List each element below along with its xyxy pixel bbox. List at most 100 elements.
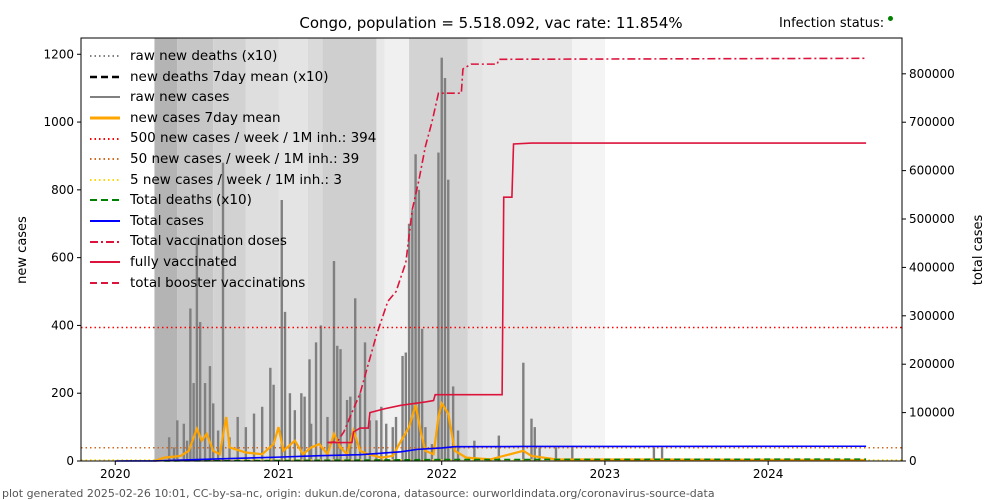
raw-cases-bar xyxy=(437,152,440,461)
legend-label: Total vaccination doses xyxy=(130,233,287,250)
y2-tick-label: 600000 xyxy=(909,164,955,178)
raw-cases-bar xyxy=(358,393,362,461)
raw-cases-bar xyxy=(554,447,558,461)
raw-cases-bar xyxy=(660,447,664,461)
x-tick-label: 2020 xyxy=(100,467,131,481)
raw-cases-bar xyxy=(530,418,533,461)
legend-swatch-icon xyxy=(90,281,120,284)
legend-entry: Total vaccination doses xyxy=(86,231,376,252)
infection-status-label: Infection status: xyxy=(779,16,885,31)
raw-cases-bar xyxy=(473,440,476,461)
raw-cases-bar xyxy=(314,342,318,461)
legend-swatch-icon xyxy=(90,158,120,161)
raw-cases-bar xyxy=(363,342,367,461)
raw-cases-bar xyxy=(212,403,215,461)
raw-cases-bar xyxy=(533,427,536,461)
legend-label: total booster vaccinations xyxy=(130,274,306,291)
plot-frame xyxy=(80,37,903,462)
infection-band xyxy=(572,38,605,461)
y2-tick-label: 200000 xyxy=(909,357,955,371)
infection-status: Infection status: xyxy=(779,16,894,31)
raw-cases-bar xyxy=(228,437,231,461)
x-tick-label: 2022 xyxy=(426,467,457,481)
raw-cases-bar xyxy=(288,393,292,461)
infection-band xyxy=(154,38,178,461)
fully-vaccinated-line xyxy=(327,142,867,444)
raw-cases-bar xyxy=(216,430,220,461)
legend-label: 50 new cases / week / 1M inh.: 39 xyxy=(130,150,360,167)
legend-swatch-icon xyxy=(90,75,120,79)
legend-swatch-icon xyxy=(90,199,120,202)
legend-entry: new cases 7day mean xyxy=(86,108,376,129)
raw-cases-bar xyxy=(375,420,378,461)
raw-cases-bar xyxy=(244,427,248,461)
y-axis-label: new cases xyxy=(15,216,30,284)
raw-cases-bar xyxy=(447,179,450,461)
raw-cases-bar xyxy=(456,430,460,461)
legend-entry: Total deaths (x10) xyxy=(86,190,376,211)
legend-swatch-icon xyxy=(90,55,120,58)
x-tick-label: 2024 xyxy=(753,467,784,481)
raw-cases-bar xyxy=(394,416,398,461)
y2-tick-label: 500000 xyxy=(909,212,955,226)
y-tick-label: 1200 xyxy=(43,47,74,61)
total-cases-line xyxy=(115,445,867,462)
raw-cases-bar xyxy=(309,423,313,461)
raw-cases-bar xyxy=(354,298,357,461)
raw-cases-bar xyxy=(252,413,256,461)
raw-cases-bar xyxy=(349,396,352,461)
raw-cases-bar xyxy=(339,349,342,461)
infection-band xyxy=(177,38,214,461)
y2-tick-label: 100000 xyxy=(909,406,955,420)
infection-band xyxy=(213,38,246,461)
legend-entry: new deaths 7day mean (x10) xyxy=(86,67,376,88)
raw-cases-bar xyxy=(380,406,383,461)
raw-cases-bar xyxy=(176,420,179,461)
raw-cases-bar xyxy=(385,423,388,461)
raw-cases-bar xyxy=(407,223,411,461)
raw-cases-bar xyxy=(308,359,311,461)
legend-entry: fully vaccinated xyxy=(86,252,376,273)
raw-cases-bar xyxy=(391,427,394,461)
raw-cases-bar xyxy=(522,362,525,461)
y-tick-label: 0 xyxy=(66,454,74,468)
raw-cases-bar xyxy=(368,420,372,461)
infection-band xyxy=(278,38,308,461)
raw-cases-bar xyxy=(538,447,541,461)
y2-tick-label: 400000 xyxy=(909,260,955,274)
legend-label: new cases 7day mean xyxy=(130,109,281,126)
raw-cases-bar xyxy=(182,423,186,461)
infection-band xyxy=(482,38,573,461)
legend-label: Total deaths (x10) xyxy=(130,192,252,209)
legend-label: new deaths 7day mean (x10) xyxy=(130,68,329,85)
legend-entry: Total cases xyxy=(86,211,376,232)
legend-label: 5 new cases / week / 1M inh.: 3 xyxy=(130,171,342,188)
legend-label: 500 new cases / week / 1M inh.: 394 xyxy=(130,130,377,147)
raw-cases-bar xyxy=(424,427,427,461)
raw-cases-bar xyxy=(192,383,195,461)
legend-swatch-icon xyxy=(90,96,120,99)
raw-cases-bar xyxy=(189,308,192,461)
raw-cases-bar xyxy=(260,406,264,461)
y-tick-label: 600 xyxy=(51,251,74,265)
raw-cases-bar xyxy=(336,345,339,461)
raw-cases-bar xyxy=(167,437,171,461)
raw-cases-bar xyxy=(293,410,297,461)
y2-tick-label: 800000 xyxy=(909,67,955,81)
raw-cases-bar xyxy=(283,311,287,461)
legend-label: Total cases xyxy=(130,212,204,229)
raw-cases-bar xyxy=(198,322,202,461)
legend-swatch-icon xyxy=(90,137,120,140)
y-tick-label: 800 xyxy=(51,183,74,197)
infection-status-dot xyxy=(888,16,894,21)
y-tick-label: 1000 xyxy=(43,115,74,129)
legend-swatch-icon xyxy=(90,178,120,181)
raw-cases-bar xyxy=(319,325,323,461)
legend-swatch-icon xyxy=(90,116,120,120)
total-deaths-line xyxy=(164,458,867,462)
raw-cases-bar xyxy=(417,189,421,461)
y2-tick-label: 0 xyxy=(909,454,917,468)
raw-cases-bar xyxy=(221,162,225,461)
y-tick-label: 200 xyxy=(51,386,74,400)
raw-cases-bar xyxy=(411,210,414,461)
